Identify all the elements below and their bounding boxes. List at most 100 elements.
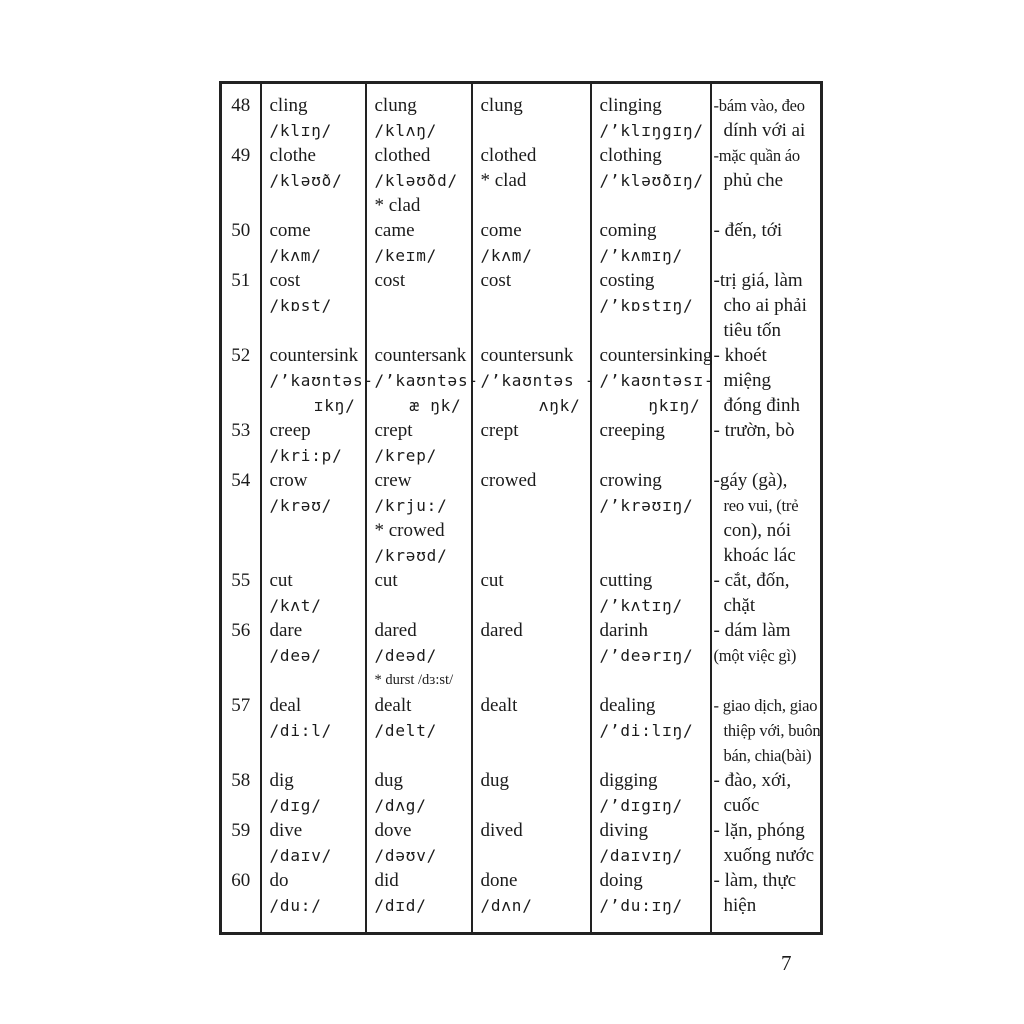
cell-meaning: - giao dịch, giao thiệp với, buôn bán, chi…	[709, 693, 823, 768]
cell-line: countersinking	[599, 345, 713, 366]
row-number-cell: 51	[219, 268, 262, 343]
cell-line: - làm, thực	[713, 870, 797, 891]
cell-line: tiêu tốn	[723, 320, 782, 341]
cell-line: dealt	[480, 695, 518, 716]
cell-line: deal	[269, 695, 302, 716]
row-number-cell: 53	[219, 418, 262, 468]
row-number: 51	[231, 270, 251, 291]
cell-line: /deəd/	[374, 646, 438, 665]
row-number: 48	[231, 95, 251, 116]
cell-line: countersunk	[480, 345, 574, 366]
cell-line: cost	[480, 270, 512, 291]
cell-line: miệng	[723, 370, 772, 391]
row-number: 56	[231, 620, 251, 641]
cell-line: /’klɪŋgɪŋ/	[599, 121, 704, 140]
cell-meaning: -bám vào, đeo dính với ai	[709, 82, 823, 143]
row-number: 49	[231, 145, 251, 166]
cell-meaning: -trị giá, làm cho ai phải tiêu tốn	[709, 268, 823, 343]
cell-line: /kɒst/	[269, 296, 333, 315]
row-number-cell: 57	[219, 693, 262, 768]
cell-present-participle: countersinking /’kaʊntəsɪ-ŋkɪŋ/	[589, 343, 713, 418]
row-number-cell: 55	[219, 568, 262, 618]
cell-past-participle: clothed * clad	[470, 143, 592, 218]
cell-line: dealt	[374, 695, 412, 716]
table-row: 51 cost/kɒst/ cost cost costing /’kɒstɪŋ/…	[219, 268, 823, 343]
cell-line: /daɪvɪŋ/	[599, 846, 683, 865]
cell-past-participle: dug	[470, 768, 592, 818]
row-number: 59	[231, 820, 251, 841]
row-number-cell: 48	[219, 82, 262, 143]
cell-line: * clad	[480, 170, 527, 191]
cell-line: /krep/	[374, 446, 438, 465]
cell-line: clung	[374, 95, 417, 116]
cell-line: crew	[374, 470, 412, 491]
table-row: 57 deal/di:l/ dealt/delt/ dealt dealing /…	[219, 693, 823, 768]
cell-past-tense: came/keɪm/	[364, 218, 473, 268]
cell-line: - trườn, bò	[713, 420, 795, 441]
table-row: 60 do/du:/ did/dɪd/ done/dʌn/ doing /’du:…	[219, 868, 823, 934]
row-number-cell: 54	[219, 468, 262, 568]
cell-line: /’di:lɪŋ/	[599, 721, 694, 740]
cell-past-participle: crept	[470, 418, 592, 468]
cell-line: /’kaʊntəs-	[374, 371, 479, 390]
cell-line: /daɪv/	[269, 846, 333, 865]
cell-line: come	[269, 220, 311, 241]
cell-meaning: - trườn, bò	[709, 418, 823, 468]
cell-line: /’du:ɪŋ/	[599, 896, 683, 915]
cell-meaning: - cắt, đốn, chặt	[709, 568, 823, 618]
cell-line: dính với ai	[723, 120, 806, 141]
cell-line: clinging	[599, 95, 662, 116]
cell-past-participle: come/kʌm/	[470, 218, 592, 268]
cell-base-form: dive/daɪv/	[259, 818, 367, 868]
irregular-verbs-table: 48 cling/klɪŋ/ clung/klʌŋ/ clung clingin…	[219, 81, 823, 935]
cell-line: /’dɪgɪŋ/	[599, 796, 683, 815]
cell-past-participle: cut	[470, 568, 592, 618]
cell-line: con), nói	[723, 520, 792, 541]
cell-past-tense: did/dɪd/	[364, 868, 473, 934]
cell-past-participle: crowed	[470, 468, 592, 568]
table-row: 50 come/kʌm/ came/keɪm/ come/kʌm/ coming…	[219, 218, 823, 268]
cell-line: khoác lác	[723, 545, 796, 566]
cell-line: digging	[599, 770, 658, 791]
cell-base-form: clothe/kləʊð/	[259, 143, 367, 218]
cell-line: dived	[480, 820, 523, 841]
cell-present-participle: cutting /’kʌtɪŋ/	[589, 568, 712, 618]
cell-meaning: - dám làm (một việc gì)	[709, 618, 823, 693]
cell-line: /’kaʊntəs-	[269, 371, 374, 390]
cell-past-participle: clung	[470, 82, 592, 143]
cell-line: xuống nước	[723, 845, 815, 866]
cell-line: ɪkŋ/	[313, 396, 356, 415]
cell-line: clung	[480, 95, 523, 116]
cell-line: ŋkɪŋ/	[648, 396, 701, 415]
cell-line: -bám vào, đeo	[713, 96, 806, 115]
row-number: 57	[231, 695, 251, 716]
cell-meaning: - khoét miệng đóng đinh	[709, 343, 823, 418]
cell-line: /klʌŋ/	[374, 121, 438, 140]
cell-line: creep	[269, 420, 311, 441]
cell-line: creeping	[599, 420, 665, 441]
cell-line: /klɪŋ/	[269, 121, 333, 140]
cell-line: dug	[374, 770, 404, 791]
cell-past-tense: dealt/delt/	[364, 693, 473, 768]
cell-line: dealing	[599, 695, 656, 716]
cell-line: /’kaʊntəs -	[480, 371, 596, 390]
table-row: 58 dig/dɪg/ dug/dʌg/ dug digging /’dɪgɪŋ/…	[219, 768, 823, 818]
cell-line: - giao dịch, giao	[713, 696, 818, 715]
cell-line: /’krəʊɪŋ/	[599, 496, 694, 515]
cell-line: æ ŋk/	[409, 396, 462, 415]
cell-base-form: cling/klɪŋ/	[259, 82, 367, 143]
cell-line: clothed	[480, 145, 537, 166]
cell-line: ʌŋk/	[538, 396, 581, 415]
cell-line: done	[480, 870, 518, 891]
cell-line: /’kɒstɪŋ/	[599, 296, 694, 315]
cell-line: reo vui, (trẻ	[723, 496, 799, 515]
cell-line: /’kʌmɪŋ/	[599, 246, 683, 265]
cell-line: - cắt, đốn,	[713, 570, 790, 591]
table-row: 54 crow/krəʊ/ crew/krju:/ * crowed/krəʊd/…	[219, 468, 823, 568]
cell-line: costing	[599, 270, 655, 291]
table-row: 59 dive/daɪv/ dove/dəʊv/ dived diving/da…	[219, 818, 823, 868]
cell-present-participle: clinging /’klɪŋgɪŋ/	[589, 82, 712, 143]
cell-line: crowing	[599, 470, 662, 491]
cell-line: darinh	[599, 620, 649, 641]
